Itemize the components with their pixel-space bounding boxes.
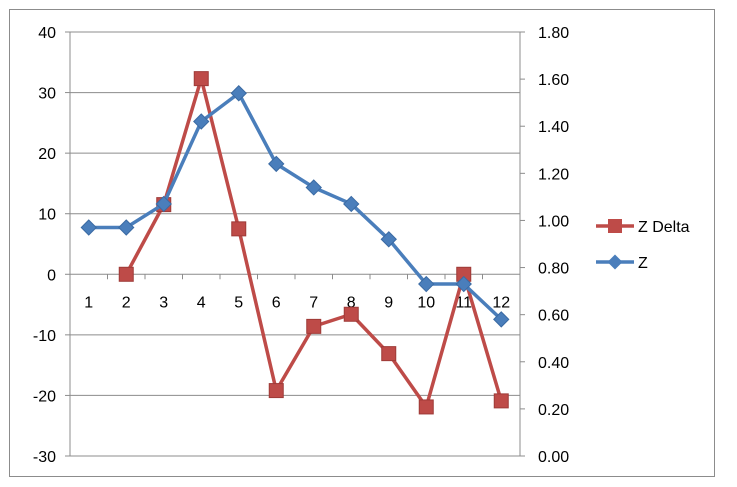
category-label: 12 (492, 294, 510, 311)
series-line (124, 76, 503, 409)
data-point-square (418, 399, 434, 415)
data-point-diamond (230, 85, 247, 102)
category-label: 11 (455, 294, 472, 311)
legend-item: Z Delta (596, 219, 690, 236)
data-point-square (381, 346, 397, 362)
data-point-square (268, 383, 284, 399)
left-tick-label: 20 (38, 146, 56, 163)
data-point-square (193, 71, 209, 87)
category-label: 10 (417, 294, 435, 311)
legend-label: Z Delta (638, 219, 690, 236)
data-point-diamond (455, 275, 472, 293)
legend-swatch-marker (608, 219, 622, 233)
legend-swatch-marker (607, 254, 623, 270)
series-z-delta (118, 71, 509, 415)
right-tick-label: 0.60 (538, 308, 569, 325)
legend: Z Delta Z (596, 219, 690, 272)
data-point-diamond (343, 195, 360, 213)
category-label: 5 (234, 294, 243, 311)
data-point-square (306, 318, 322, 334)
left-tick-label: -10 (33, 328, 56, 345)
data-point-diamond (418, 275, 435, 293)
data-point-diamond (80, 219, 97, 236)
category-label: 2 (122, 294, 131, 311)
legend-label: Z (638, 255, 648, 272)
data-point-square (231, 221, 247, 237)
category-label: 4 (197, 294, 206, 311)
right-tick-label: 0.00 (538, 449, 569, 466)
chart-frame (9, 9, 715, 477)
left-tick-label: 10 (38, 207, 56, 224)
data-point-square (118, 266, 134, 282)
left-tick-label: -30 (33, 449, 56, 466)
data-point-square (493, 393, 509, 409)
series-line (88, 91, 503, 321)
right-tick-label: 1.60 (538, 72, 569, 89)
category-label: 8 (347, 294, 356, 311)
left-tick-label: 30 (38, 86, 56, 103)
series-layer (80, 71, 510, 415)
data-point-diamond (118, 219, 135, 236)
right-tick-label: 1.00 (538, 213, 569, 230)
data-point-diamond (493, 311, 510, 328)
category-label: 9 (384, 294, 393, 311)
right-tick-label: 1.80 (538, 25, 569, 42)
category-label: 1 (84, 294, 93, 311)
left-tick-label: 40 (38, 25, 56, 42)
right-tick-label: 0.80 (538, 261, 569, 278)
category-label: 3 (159, 294, 168, 311)
right-tick-label: 0.20 (538, 402, 569, 419)
gridlines (70, 31, 520, 457)
right-tick-label: 0.40 (538, 355, 569, 372)
data-point-diamond (193, 113, 210, 130)
data-point-diamond (305, 179, 322, 196)
axes (65, 31, 525, 457)
series-z (80, 85, 510, 328)
left-tick-label: -20 (33, 388, 56, 405)
data-point-diamond (155, 195, 172, 213)
x-axis-category-labels: 1 2 3 4 5 6 7 8 9 10 11 12 (84, 294, 510, 311)
category-label: 7 (309, 294, 318, 311)
data-point-diamond (268, 155, 285, 173)
left-tick-label: 0 (47, 267, 56, 284)
data-point-diamond (380, 231, 397, 248)
right-tick-label: 1.40 (538, 119, 569, 136)
right-tick-label: 1.20 (538, 166, 569, 183)
legend-item: Z (596, 254, 648, 272)
right-axis-tick-labels: 1.80 1.60 1.40 1.20 1.00 0.80 0.60 0.40 0.20 0.00 (538, 25, 569, 466)
category-label: 6 (272, 294, 281, 311)
left-axis-tick-labels: 40 30 20 10 0 -10 -20 -30 (33, 25, 56, 466)
data-point-square (343, 306, 359, 322)
